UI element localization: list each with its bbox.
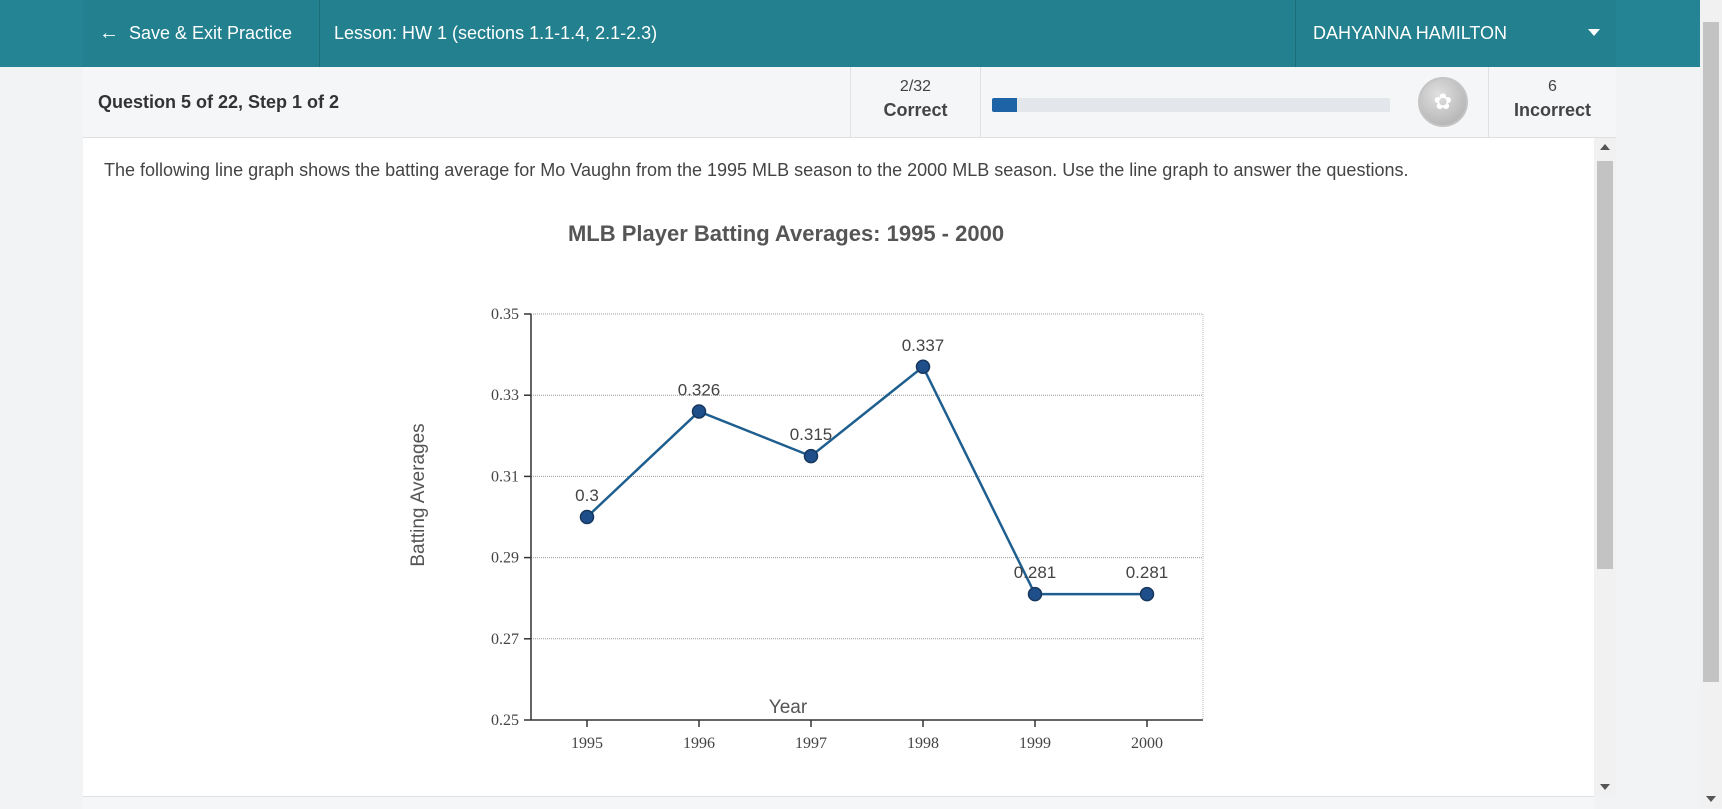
x-tick-label: 1996 bbox=[683, 735, 715, 752]
data-label: 0.3 bbox=[575, 486, 599, 505]
correct-counter: 2/32 Correct bbox=[850, 67, 981, 137]
status-bar: Question 5 of 22, Step 1 of 2 2/32 Corre… bbox=[83, 67, 1616, 138]
y-axis-label: Batting Averages bbox=[408, 423, 429, 566]
data-label: 0.281 bbox=[1126, 563, 1169, 582]
data-point bbox=[803, 448, 819, 464]
series-line bbox=[586, 364, 1147, 596]
content-scrollbar[interactable] bbox=[1594, 138, 1616, 796]
lesson-title: Lesson: HW 1 (sections 1.1-1.4, 2.1-2.3) bbox=[334, 23, 658, 43]
correct-label: Correct bbox=[883, 100, 948, 120]
chart-title: MLB Player Batting Averages: 1995 - 2000 bbox=[568, 221, 1004, 246]
page-scrollbar[interactable] bbox=[1700, 0, 1722, 808]
y-tick-label: 0.35 bbox=[491, 306, 519, 323]
content-scroll-thumb[interactable] bbox=[1597, 161, 1613, 569]
page-scroll-down-icon[interactable] bbox=[1706, 796, 1716, 802]
data-point bbox=[691, 404, 707, 419]
x-tick-label: 1998 bbox=[907, 735, 939, 752]
scroll-down-icon[interactable] bbox=[1600, 784, 1610, 790]
y-tick-label: 0.25 bbox=[491, 712, 519, 729]
y-tick-label: 0.33 bbox=[491, 387, 519, 404]
x-tick-label: 1995 bbox=[571, 735, 603, 752]
medal-icon: ✿ bbox=[1418, 77, 1468, 127]
scroll-up-icon[interactable] bbox=[1600, 144, 1610, 150]
question-content: The following line graph shows the batti… bbox=[83, 138, 1594, 796]
data-point bbox=[915, 359, 931, 375]
x-tick-label: 1999 bbox=[1019, 735, 1051, 752]
top-bar-inner: ← Save & Exit Practice Lesson: HW 1 (sec… bbox=[83, 0, 1616, 67]
incorrect-counter: 6 Incorrect bbox=[1488, 67, 1616, 137]
plot-border bbox=[530, 313, 1204, 721]
data-point bbox=[1139, 586, 1155, 602]
x-tick-label: 2000 bbox=[1131, 735, 1163, 752]
progress-fill bbox=[992, 98, 1017, 112]
x-axis-label: Year bbox=[769, 697, 808, 718]
top-bar: ← Save & Exit Practice Lesson: HW 1 (sec… bbox=[0, 0, 1722, 67]
x-tick-label: 1997 bbox=[795, 735, 827, 752]
progress-bar bbox=[992, 98, 1390, 112]
correct-count: 2/32 bbox=[899, 78, 932, 95]
question-prompt: The following line graph shows the batti… bbox=[104, 160, 1409, 180]
y-tick-label: 0.29 bbox=[491, 550, 519, 567]
data-label: 0.315 bbox=[790, 425, 833, 444]
data-label: 0.337 bbox=[902, 336, 945, 355]
data-point bbox=[579, 509, 595, 525]
y-tick-label: 0.27 bbox=[491, 631, 519, 648]
incorrect-label: Incorrect bbox=[1513, 100, 1592, 120]
caret-down-icon bbox=[1588, 29, 1600, 36]
save-exit-label: Save & Exit Practice bbox=[129, 23, 293, 43]
incorrect-count: 6 bbox=[1548, 78, 1557, 95]
data-label: 0.281 bbox=[1014, 563, 1057, 582]
data-label: 0.326 bbox=[678, 380, 721, 399]
save-exit-button[interactable]: ← Save & Exit Practice bbox=[83, 0, 320, 67]
bottom-strip bbox=[83, 796, 1594, 809]
user-name: DAHYANNA HAMILTON bbox=[1313, 23, 1508, 43]
user-menu[interactable]: DAHYANNA HAMILTON bbox=[1295, 0, 1616, 67]
question-step-label: Question 5 of 22, Step 1 of 2 bbox=[98, 91, 340, 112]
y-tick-label: 0.31 bbox=[491, 468, 519, 485]
page-scroll-thumb[interactable] bbox=[1703, 22, 1719, 682]
arrow-left-icon: ← bbox=[99, 22, 119, 44]
line-chart: MLB Player Batting Averages: 1995 - 2000… bbox=[408, 221, 1204, 752]
data-point bbox=[1027, 586, 1043, 602]
